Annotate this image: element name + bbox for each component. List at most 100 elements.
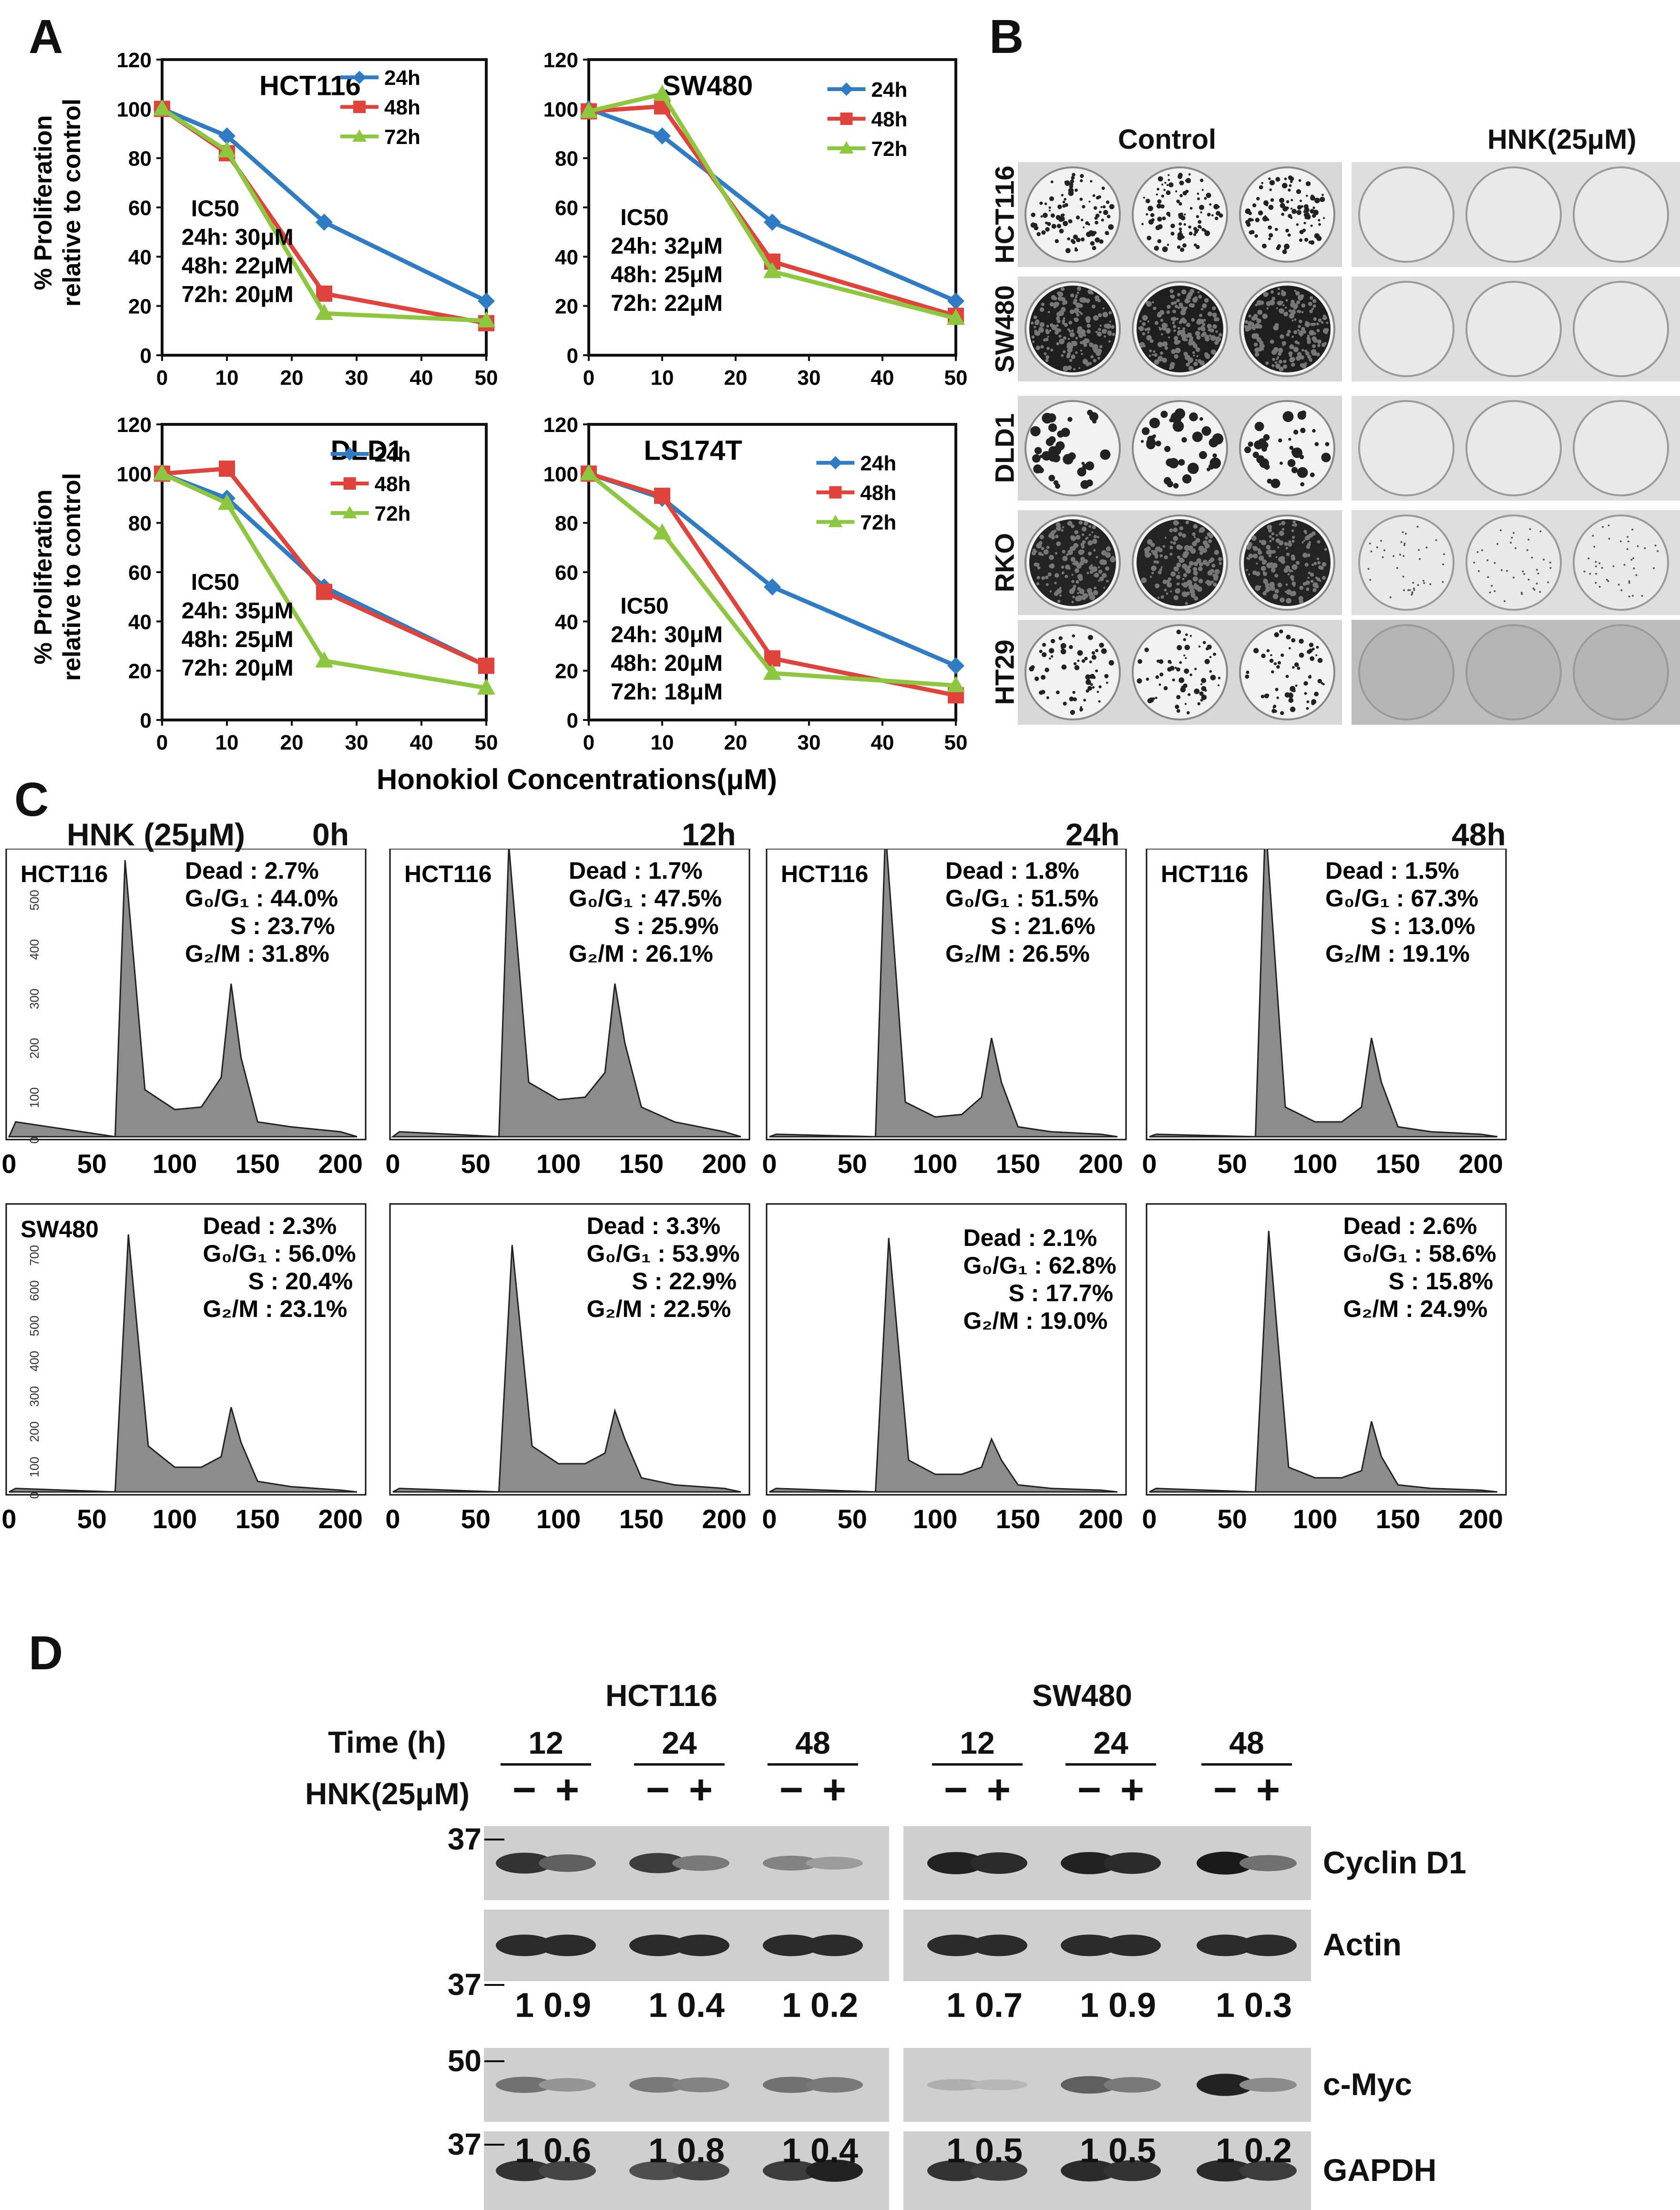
quant-cmyc_ratio-0: 1 xyxy=(514,2132,534,2170)
colony-dot xyxy=(1208,539,1212,544)
colony-dot xyxy=(1184,703,1187,705)
colony-dot xyxy=(1079,197,1083,201)
colony-dot xyxy=(1170,295,1175,299)
colony-dot xyxy=(1396,567,1398,569)
x-tick-label: 50 xyxy=(944,731,968,754)
colony-dot xyxy=(1271,532,1275,535)
colony-dot xyxy=(1266,292,1269,295)
colony-dot xyxy=(1262,216,1268,222)
colony-dot xyxy=(1278,348,1283,352)
colony-dot xyxy=(1628,580,1630,583)
colony-dot xyxy=(1197,197,1200,201)
colony-dot xyxy=(1266,301,1271,306)
colony-dot xyxy=(1290,706,1296,712)
colony-dot xyxy=(1185,306,1188,309)
colony-dot xyxy=(1087,540,1093,546)
colony-dot xyxy=(1177,332,1180,336)
colony-dot xyxy=(1157,216,1162,222)
minus-sign: − xyxy=(645,1767,670,1813)
colony-dot xyxy=(1280,711,1284,715)
minus-sign: − xyxy=(1077,1767,1102,1813)
colony-dot xyxy=(1274,361,1278,364)
colony-dot xyxy=(1245,211,1247,213)
colony-dot xyxy=(1166,458,1174,467)
colony-dot xyxy=(1090,180,1093,183)
colony-dot xyxy=(1098,210,1102,214)
colony-dot xyxy=(1312,304,1316,308)
colony-dot xyxy=(1212,453,1217,458)
y-tick-label: 300 xyxy=(27,1386,41,1407)
colony-dot xyxy=(1266,545,1271,550)
colony-dot xyxy=(1271,550,1275,554)
colony-dot xyxy=(1036,582,1040,586)
colony-dot xyxy=(1499,529,1502,532)
control-well xyxy=(1239,166,1335,263)
colony-dot xyxy=(1307,543,1311,546)
colony-dot xyxy=(1273,704,1277,708)
colony-dot xyxy=(1211,564,1216,568)
y-tick-label: 60 xyxy=(128,561,152,585)
x-tick-label: 50 xyxy=(461,1149,491,1179)
timepoint-12h: 12h xyxy=(682,817,736,852)
colony-dot xyxy=(1276,307,1278,309)
x-tick-label: 20 xyxy=(724,366,748,390)
colony-dot xyxy=(1182,191,1187,195)
colony-dot xyxy=(1057,599,1061,603)
colony-dot xyxy=(1297,352,1302,357)
quant-cmyc_ratio-10: 1 xyxy=(1215,2132,1235,2170)
colony-dot xyxy=(1294,340,1298,344)
colony-dot xyxy=(1536,568,1538,571)
quant-cmyc_ratio-2: 1 xyxy=(648,2132,668,2170)
colony-dot xyxy=(1162,579,1168,585)
colony-dot xyxy=(1169,289,1174,293)
colony-dot xyxy=(1310,359,1312,362)
colony-dot xyxy=(1102,311,1108,318)
quant-cyclin_d1_ratio-2: 1 xyxy=(648,1986,668,2025)
colony-dot xyxy=(1293,330,1298,334)
colony-dot xyxy=(1069,588,1075,594)
legend-label: 72h xyxy=(384,125,420,149)
colony-dot xyxy=(1301,294,1304,298)
x-tick-label: 50 xyxy=(461,1504,491,1534)
colony-dot xyxy=(1266,649,1270,652)
histogram-area xyxy=(769,849,1118,1138)
colony-dot xyxy=(1048,209,1051,212)
colony-dot xyxy=(1046,325,1049,328)
colony-dot xyxy=(1218,557,1222,562)
colony-dot xyxy=(1589,573,1591,575)
colony-dot xyxy=(1299,230,1304,235)
band xyxy=(806,2077,863,2093)
colony-dot xyxy=(1178,306,1180,309)
colony-dot xyxy=(1106,579,1109,583)
colony-dot xyxy=(1280,334,1284,339)
colony-dot xyxy=(1262,244,1267,249)
colony-dot xyxy=(1212,324,1217,329)
colony-dot xyxy=(1051,564,1054,566)
data-point-triangle xyxy=(947,308,965,325)
colony-dot xyxy=(1163,188,1166,191)
colony-dot xyxy=(1262,571,1268,576)
colony-dot xyxy=(1086,319,1090,323)
colony-dot xyxy=(1423,582,1425,584)
colony-dot xyxy=(1627,540,1629,543)
colony-dot xyxy=(1088,524,1092,528)
colony-dot xyxy=(1156,547,1158,550)
colony-dot xyxy=(1279,309,1282,313)
colony-dot xyxy=(1098,685,1102,689)
colony-dot xyxy=(1176,522,1179,525)
colony-dot xyxy=(1271,537,1275,541)
colony-dot xyxy=(1111,325,1115,329)
band xyxy=(806,1857,863,1870)
colony-dot xyxy=(1098,313,1102,318)
plus-sign: + xyxy=(986,1767,1011,1813)
data-point-triangle xyxy=(763,262,781,278)
y-tick-label: 40 xyxy=(128,246,152,269)
colony-dot xyxy=(1071,580,1075,583)
colony-dot xyxy=(1153,560,1157,564)
colony-dot xyxy=(1476,551,1479,553)
x-tick-label: 150 xyxy=(1376,1149,1420,1179)
colony-dot xyxy=(1291,209,1297,214)
colony-dot xyxy=(1305,532,1307,535)
colony-dot xyxy=(1286,333,1290,337)
colony-dot xyxy=(1253,648,1259,654)
